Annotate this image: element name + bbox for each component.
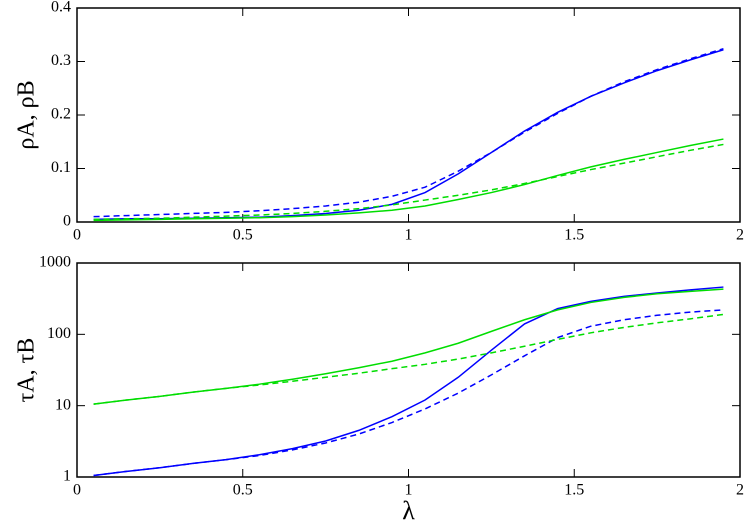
data-line (93, 286, 724, 477)
y-axis-label: ρA, ρB (14, 80, 40, 149)
x-tick-label: 1.5 (564, 482, 584, 499)
y-tick-label: 0.3 (51, 52, 71, 69)
data-line (93, 143, 724, 221)
y-tick-label: 0.4 (51, 0, 71, 16)
y-tick-label: 100 (47, 325, 71, 342)
x-tick-label: 2 (736, 227, 744, 244)
x-tick-label: 0.5 (233, 482, 253, 499)
y-tick-label: 10 (55, 396, 71, 413)
y-axis-label: τA, τB (14, 338, 40, 403)
y-tick-label: 0.1 (51, 159, 71, 176)
x-tick-label: 0 (73, 482, 81, 499)
data-line (93, 47, 724, 218)
y-tick-label: 1 (63, 468, 71, 485)
data-line (93, 138, 724, 222)
y-tick-label: 0.2 (51, 106, 71, 123)
data-line (93, 309, 724, 477)
data-line (93, 313, 724, 405)
x-tick-label: 1.5 (564, 227, 584, 244)
y-tick-label: 0 (63, 213, 71, 230)
data-line (93, 49, 724, 221)
x-tick-label: 1 (405, 482, 413, 499)
x-tick-label: 0 (73, 227, 81, 244)
x-tick-label: 1 (405, 227, 413, 244)
y-tick-label: 1000 (39, 254, 71, 271)
x-tick-label: 0.5 (233, 227, 253, 244)
plot-frame (76, 7, 741, 223)
x-axis-label: λ (402, 496, 415, 525)
data-line (93, 288, 724, 405)
x-tick-label: 2 (736, 482, 744, 499)
